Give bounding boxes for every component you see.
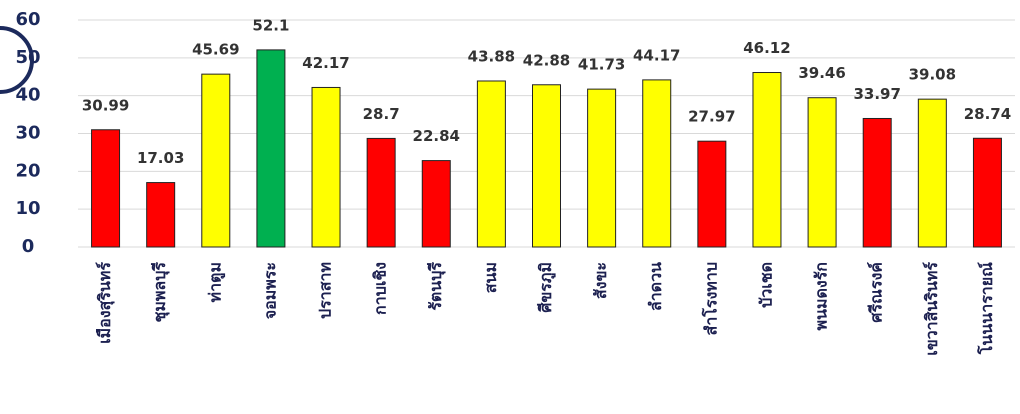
bar [697,140,727,248]
x-tick-label: สังขะ [591,262,610,299]
value-label: 43.88 [468,47,515,65]
value-label: 28.74 [964,105,1011,123]
value-label: 17.03 [137,149,184,167]
value-label: 22.84 [413,127,460,145]
decoration [0,26,34,94]
x-tick-label: สำโรงทาบ [700,262,720,335]
y-tick-label: 0 [22,236,35,257]
bar [972,137,1002,248]
bar [201,73,231,248]
value-label: 46.12 [743,39,790,57]
bar [476,80,506,248]
value-label: 42.17 [302,54,349,72]
y-tick-label: 40 [15,85,40,106]
x-tick-label: เขวาสินรินทร์ [922,262,941,356]
value-label: 44.17 [633,46,680,64]
bar [532,84,561,248]
x-tick-label: จอมพระ [260,262,279,319]
y-tick-label: 50 [15,47,40,68]
bar [862,117,892,248]
x-tick-label: ชุมพลบุรี [150,262,170,323]
y-tick-label: 10 [15,198,40,219]
bar [146,182,176,248]
value-label: 27.97 [688,108,735,126]
bar [642,79,672,248]
x-tick-label: โนนนารายณ์ [976,262,996,355]
bar [807,97,837,248]
y-tick-label: 30 [15,123,40,144]
bar [421,160,451,248]
bar [311,86,341,248]
bar [366,137,396,248]
x-tick-label: ศรีณรงค์ [867,262,886,323]
x-tick-label: บัวเชด [756,262,775,308]
x-tick-label: พนมดงรัก [812,262,831,331]
value-label: 33.97 [853,85,900,103]
value-label: 28.7 [363,105,400,123]
value-label: 39.46 [798,64,845,82]
y-tick-label: 60 [15,9,40,30]
bar [917,98,947,248]
value-label: 42.88 [523,51,570,69]
x-tick-label: ท่าตูม [205,262,226,302]
x-tick-label: รัตนบุรี [426,262,446,311]
bar [256,49,286,248]
value-label: 52.1 [252,16,289,34]
bar [587,88,617,248]
bar [752,72,782,248]
x-tick-label: ปราสาท [316,262,335,319]
value-label: 39.08 [909,66,956,84]
value-label: 45.69 [192,41,239,59]
x-tick-label: สนม [481,262,500,293]
value-label: 30.99 [82,96,129,114]
x-tick-label: ศีขรภูมิ [536,262,557,313]
y-tick-label: 20 [15,160,40,181]
bar [91,129,121,248]
x-tick-label: ลำดวน [646,262,665,311]
value-label: 41.73 [578,56,625,74]
x-tick-label: กาบเชิง [371,262,390,315]
x-tick-label: เมืองสุรินทร์ [95,262,115,344]
